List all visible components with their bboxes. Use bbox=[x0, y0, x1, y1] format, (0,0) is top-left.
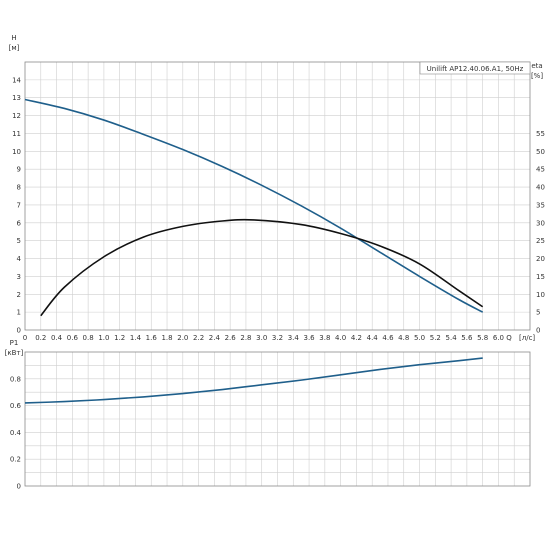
flow-tick-label: 1.0 bbox=[98, 334, 109, 342]
head-tick-label: 6 bbox=[17, 219, 22, 227]
flow-tick-label: 3.2 bbox=[272, 334, 283, 342]
efficiency-axis-label: eta bbox=[531, 62, 542, 70]
head-tick-label: 5 bbox=[17, 237, 21, 245]
head-tick-label: 1 bbox=[17, 309, 21, 317]
bottom-grid bbox=[25, 352, 530, 486]
flow-tick-label: 3.6 bbox=[303, 334, 315, 342]
flow-axis-unit: [л/с] bbox=[519, 334, 535, 342]
efficiency-tick-label: 0 bbox=[536, 327, 540, 335]
head-tick-label: 9 bbox=[17, 166, 21, 174]
power-tick-label: 0.6 bbox=[10, 402, 22, 410]
power-tick-label: 0.4 bbox=[10, 429, 22, 437]
flow-tick-label: 2.4 bbox=[209, 334, 221, 342]
efficiency-tick-label: 20 bbox=[536, 255, 545, 263]
flow-tick-label: 2.8 bbox=[240, 334, 251, 342]
flow-tick-label: 5.0 bbox=[414, 334, 425, 342]
flow-tick-label: 4.8 bbox=[398, 334, 409, 342]
flow-tick-label: 3.0 bbox=[256, 334, 267, 342]
flow-tick-label: 1.8 bbox=[161, 334, 172, 342]
power-tick-label: 0.2 bbox=[10, 456, 21, 464]
flow-tick-label: 0 bbox=[23, 334, 27, 342]
head-tick-label: 12 bbox=[12, 112, 21, 120]
efficiency-tick-label: 35 bbox=[536, 201, 545, 209]
efficiency-tick-label: 5 bbox=[536, 309, 540, 317]
flow-tick-label: 1.2 bbox=[114, 334, 125, 342]
head-curve-line bbox=[24, 98, 484, 313]
efficiency-curve-line bbox=[40, 218, 484, 317]
efficiency-tick-label: 30 bbox=[536, 219, 545, 227]
efficiency-tick-label: 45 bbox=[536, 166, 545, 174]
head-tick-label: 7 bbox=[17, 201, 21, 209]
efficiency-tick-label: 50 bbox=[536, 148, 545, 156]
flow-tick-label: 0.4 bbox=[51, 334, 63, 342]
flow-tick-label: 0.2 bbox=[35, 334, 46, 342]
head-axis-unit: [м] bbox=[9, 44, 20, 52]
flow-tick-label: 4.0 bbox=[335, 334, 346, 342]
head-tick-label: 14 bbox=[12, 76, 21, 84]
flow-tick-label: 1.6 bbox=[146, 334, 158, 342]
chart-title: Unilift AP12.40.06.A1, 50Hz bbox=[427, 65, 524, 73]
efficiency-tick-label: 40 bbox=[536, 184, 545, 192]
head-tick-label: 4 bbox=[17, 255, 22, 263]
head-tick-label: 8 bbox=[17, 184, 21, 192]
flow-tick-label: 2.0 bbox=[177, 334, 188, 342]
flow-tick-label: 3.8 bbox=[319, 334, 330, 342]
flow-tick-label: 4.2 bbox=[351, 334, 362, 342]
flow-tick-label: 5.4 bbox=[446, 334, 458, 342]
flow-tick-label: 4.6 bbox=[382, 334, 394, 342]
head-tick-label: 13 bbox=[12, 94, 21, 102]
power-axis-label: P1 bbox=[10, 339, 19, 347]
flow-tick-label: 0.8 bbox=[83, 334, 94, 342]
top-plot-frame bbox=[24, 61, 531, 331]
head-axis-label: H bbox=[11, 34, 16, 42]
flow-tick-label: 0.6 bbox=[67, 334, 79, 342]
power-tick-label: 0 bbox=[17, 483, 21, 491]
flow-tick-label: 3.4 bbox=[288, 334, 300, 342]
power-axis-unit: [кВт] bbox=[5, 349, 24, 357]
head-tick-label: 2 bbox=[17, 291, 21, 299]
head-tick-label: 11 bbox=[12, 130, 21, 138]
flow-tick-label: 2.2 bbox=[193, 334, 204, 342]
efficiency-tick-label: 25 bbox=[536, 237, 545, 245]
flow-tick-label: 5.2 bbox=[430, 334, 441, 342]
flow-tick-label: 6.0 bbox=[493, 334, 504, 342]
efficiency-tick-label: 55 bbox=[536, 130, 545, 138]
flow-tick-label: 4.4 bbox=[367, 334, 379, 342]
head-tick-label: 3 bbox=[17, 273, 21, 281]
flow-tick-label: 1.4 bbox=[130, 334, 142, 342]
flow-axis-label: Q bbox=[506, 334, 512, 342]
power-curve-line bbox=[24, 357, 483, 404]
head-tick-label: 0 bbox=[17, 327, 21, 335]
power-tick-label: 0.8 bbox=[10, 375, 21, 383]
top-grid bbox=[25, 62, 530, 330]
bottom-series-group bbox=[24, 357, 483, 404]
head-tick-label: 10 bbox=[12, 148, 21, 156]
efficiency-tick-label: 10 bbox=[536, 291, 545, 299]
bottom-plot-frame bbox=[24, 351, 531, 487]
axis-labels-group: 0123456789101112131405101520253035404550… bbox=[10, 76, 545, 490]
efficiency-axis-unit: [%] bbox=[531, 72, 543, 80]
top-series-group bbox=[24, 98, 484, 317]
flow-tick-label: 5.6 bbox=[461, 334, 473, 342]
flow-tick-label: 2.6 bbox=[225, 334, 237, 342]
chart-title-box bbox=[419, 61, 531, 75]
flow-tick-label: 5.8 bbox=[477, 334, 488, 342]
efficiency-tick-label: 15 bbox=[536, 273, 545, 281]
